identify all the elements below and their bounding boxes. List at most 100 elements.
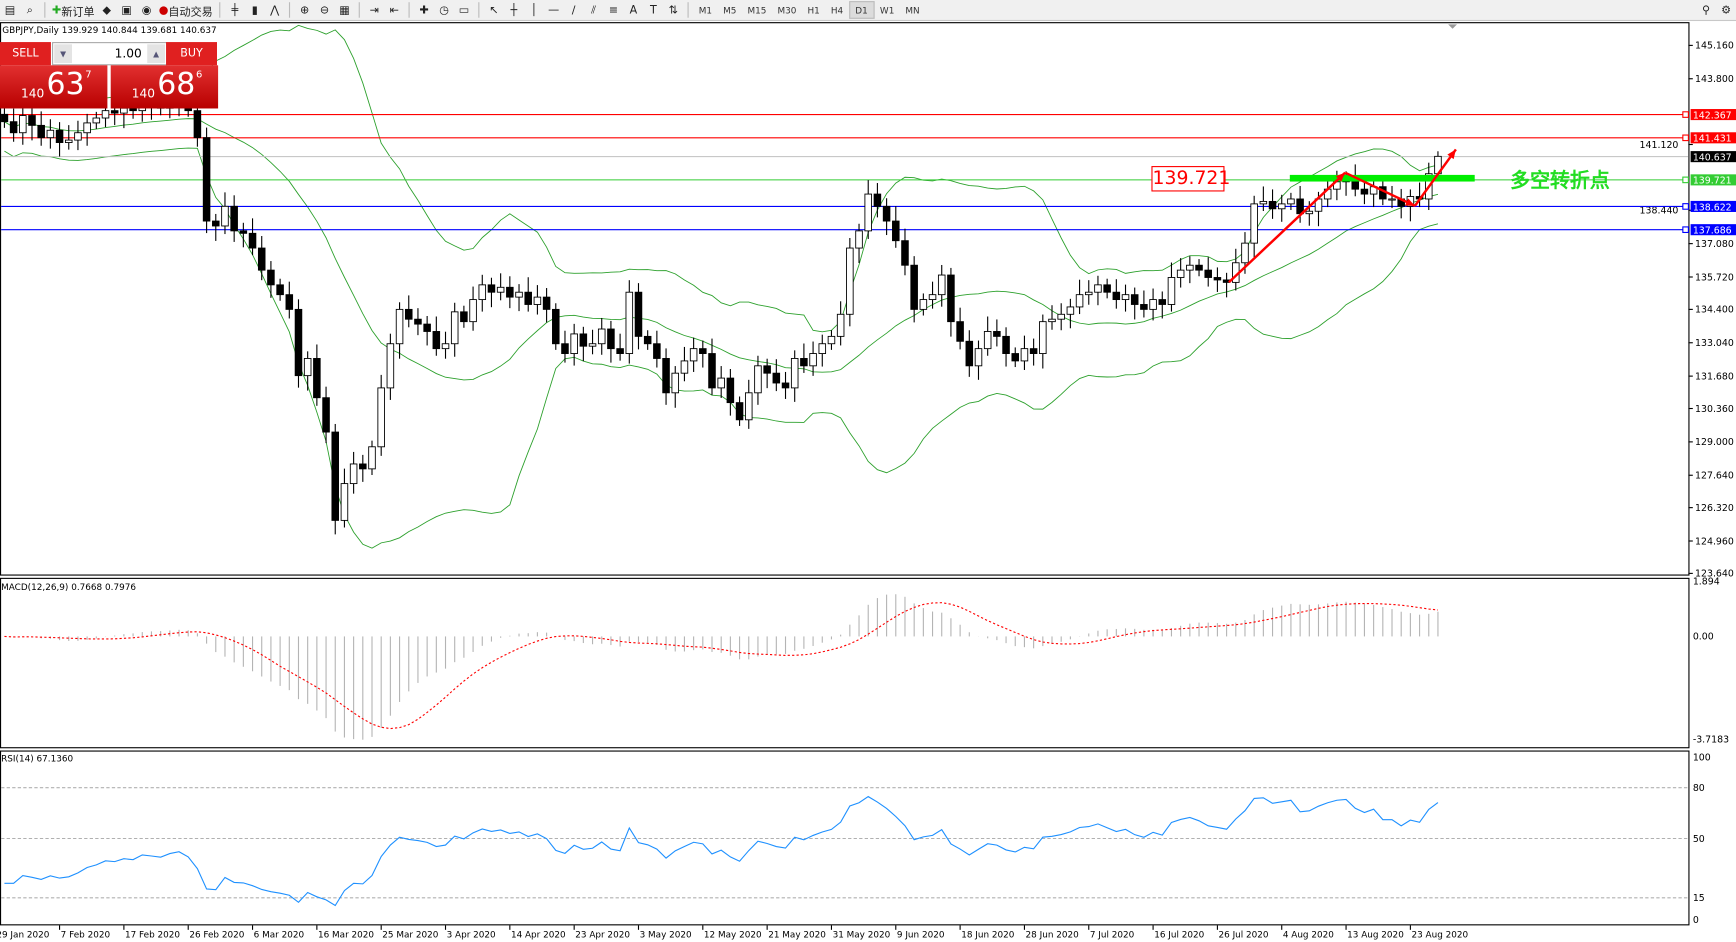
bullish-candle — [570, 333, 578, 354]
date-axis-label: 31 May 2020 — [833, 931, 891, 941]
date-axis-label: 26 Feb 2020 — [189, 931, 244, 941]
rsi-axis-label: 80 — [1693, 783, 1705, 794]
bullish-candle — [974, 348, 983, 367]
text-icon[interactable]: A — [629, 3, 638, 17]
sell-button[interactable]: SELL — [0, 42, 51, 66]
bearish-candle — [956, 321, 964, 342]
price-axis-label: 138.440 — [1640, 206, 1679, 217]
bullish-candle — [101, 110, 110, 119]
bullish-candle — [597, 328, 606, 345]
bullish-candle — [74, 132, 82, 141]
toolbar-separator — [478, 2, 480, 18]
periods-icon[interactable]: ◷ — [439, 3, 449, 17]
auto-trading-button[interactable]: ● 自动交易 — [157, 1, 215, 19]
lot-size-input[interactable]: ▼ 1.00 ▲ — [52, 42, 168, 66]
bearish-candle — [1360, 188, 1369, 195]
bollinger-upper — [4, 24, 1439, 333]
timeframe-m15[interactable]: M15 — [747, 4, 767, 15]
bearish-candle — [552, 308, 560, 345]
price-axis-label: 130.360 — [1695, 404, 1734, 415]
crosshair-icon[interactable]: ┼ — [510, 3, 518, 17]
bullish-candle — [928, 294, 937, 301]
macd-axis-label: 0.00 — [1693, 632, 1714, 643]
price-label-bg — [1690, 174, 1736, 186]
bearish-candle — [735, 402, 744, 421]
chart-area[interactable]: 145.160 143.800 141.120 138.440 137.080 135.7… — [0, 21, 1736, 942]
navigator-icon[interactable]: ▣ — [121, 3, 132, 17]
rsi-label: RSI(14) 67.1360 — [1, 753, 74, 764]
indicators-icon[interactable]: ✚ — [419, 3, 429, 17]
line-handle — [1682, 134, 1689, 142]
bullish-candle — [1388, 198, 1396, 201]
bullish-candle — [836, 313, 845, 337]
autoscroll-icon[interactable]: ⇥ — [369, 3, 379, 17]
date-axis-label: 6 Mar 2020 — [254, 931, 305, 941]
bearish-candle — [432, 331, 441, 350]
buy-price-big: 68 — [157, 67, 196, 102]
bullish-candle — [588, 343, 597, 347]
decrease-lot-icon[interactable]: ▼ — [54, 44, 72, 64]
chart-shift-icon[interactable]: ⇤ — [389, 3, 399, 17]
arrows-icon[interactable]: ⇅ — [668, 3, 678, 17]
vertical-line-icon[interactable]: │ — [530, 3, 538, 17]
fibonacci-icon[interactable]: ≡ — [608, 3, 619, 17]
bullish-candle — [809, 353, 817, 367]
bearish-candle — [257, 247, 266, 271]
bearish-candle — [506, 286, 514, 298]
line-chart-icon[interactable]: ⋀ — [270, 3, 280, 17]
tile-icon[interactable]: ▦ — [339, 3, 350, 17]
zoom-out-icon[interactable]: ⊖ — [319, 3, 330, 17]
bullish-candle — [1305, 210, 1314, 215]
label-icon[interactable]: T — [649, 3, 657, 17]
trendline-icon[interactable]: ∕ — [571, 3, 576, 17]
rsi-pane-frame — [0, 750, 1690, 926]
date-axis-label: 23 Apr 2020 — [575, 931, 630, 941]
bullish-candle — [64, 139, 73, 143]
timeframe-h4[interactable]: H4 — [830, 4, 844, 15]
expert-icon[interactable]: ◆ — [102, 3, 111, 17]
bullish-candle — [1259, 200, 1268, 205]
timeframe-w1[interactable]: W1 — [879, 4, 895, 15]
settings-icon[interactable]: ⚙ — [1721, 3, 1731, 17]
timeframe-m30[interactable]: M30 — [777, 4, 797, 15]
price-line-label: 139.721 — [1693, 176, 1732, 187]
channel-icon[interactable]: ⫽ — [591, 3, 597, 17]
toolbar-separator — [289, 2, 291, 18]
bullish-candle — [386, 343, 395, 389]
price-label-bg — [1690, 109, 1736, 121]
timeframe-h1[interactable]: H1 — [807, 4, 820, 15]
new-order-button[interactable]: ✚ 新订单 — [50, 1, 97, 19]
bar-chart-icon[interactable]: ╪ — [231, 3, 239, 17]
timeframe-m5[interactable]: M5 — [723, 4, 737, 15]
bearish-candle — [726, 377, 735, 404]
bearish-candle — [37, 124, 45, 139]
bollinger-lower — [4, 147, 1439, 549]
bullish-candle — [349, 463, 358, 485]
zoom-icon[interactable]: ⌕ — [26, 3, 33, 17]
candle-chart-icon[interactable]: ▮ — [251, 3, 258, 17]
sell-price-button[interactable]: 140 63 7 — [0, 65, 108, 109]
lot-value[interactable]: 1.00 — [114, 46, 142, 61]
horizontal-line-icon[interactable]: — — [548, 3, 560, 17]
timeframe-m1[interactable]: M1 — [698, 4, 713, 15]
bearish-candle — [542, 296, 551, 310]
bearish-candle — [202, 137, 211, 222]
signal-icon[interactable]: ◉ — [141, 3, 152, 17]
bearish-candle — [1029, 348, 1038, 354]
arrow-line — [1413, 148, 1457, 207]
timeframe-mn[interactable]: MN — [905, 4, 920, 15]
cursor-icon[interactable]: ↖ — [489, 3, 499, 17]
bullish-candle — [1048, 318, 1056, 323]
new-chart-icon[interactable]: ▤ — [4, 3, 16, 17]
bearish-candle — [230, 205, 238, 232]
search-icon[interactable]: ⚲ — [1702, 3, 1711, 17]
buy-price-button[interactable]: 140 68 6 — [110, 65, 219, 109]
bearish-candle — [579, 333, 588, 347]
zoom-in-icon[interactable]: ⊕ — [299, 3, 310, 17]
increase-lot-icon[interactable]: ▲ — [147, 44, 165, 64]
bullish-candle — [478, 284, 487, 301]
buy-button[interactable]: BUY — [166, 42, 217, 66]
templates-icon[interactable]: ▭ — [458, 3, 470, 17]
date-axis-label: 13 Aug 2020 — [1347, 931, 1404, 941]
timeframe-d1[interactable]: D1 — [848, 1, 875, 19]
